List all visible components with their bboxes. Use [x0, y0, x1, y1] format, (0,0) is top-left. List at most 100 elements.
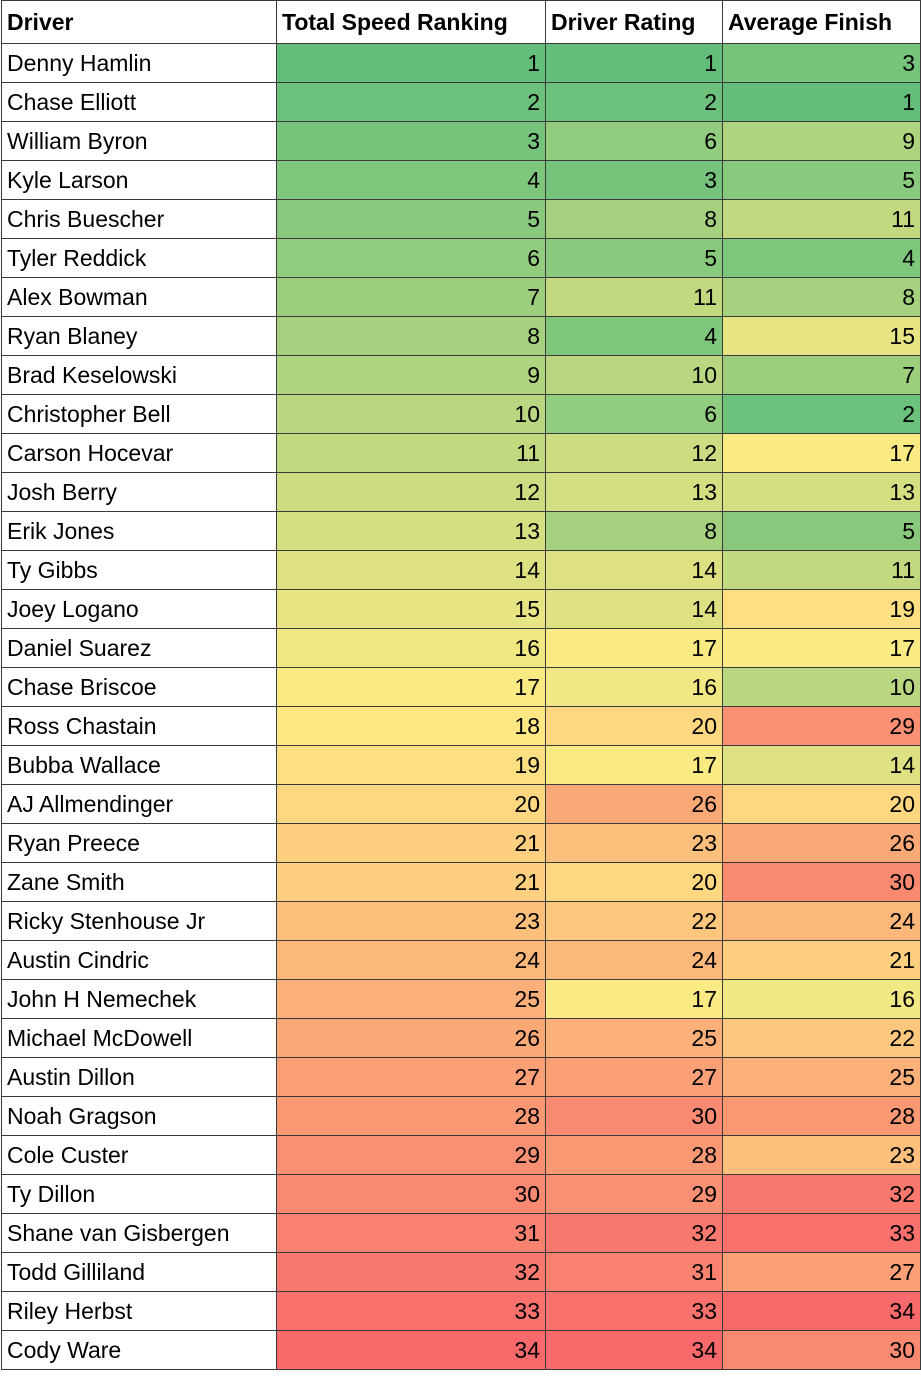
rank-cell: 6	[276, 238, 546, 278]
driver-name: Tyler Reddick	[1, 238, 277, 278]
driver-name: Ty Dillon	[1, 1174, 277, 1214]
table-row: AJ Allmendinger 20 26 20	[1, 784, 921, 824]
table-row: Chase Elliott 2 2 1	[1, 82, 921, 122]
rank-cell: 8	[545, 199, 723, 239]
rank-cell: 5	[276, 199, 546, 239]
rank-cell: 4	[276, 160, 546, 200]
rank-cell: 28	[722, 1096, 921, 1136]
rank-cell: 30	[276, 1174, 546, 1214]
rank-cell: 10	[545, 355, 723, 395]
rank-cell: 7	[722, 355, 921, 395]
driver-name: Cody Ware	[1, 1330, 277, 1370]
rank-cell: 32	[722, 1174, 921, 1214]
table-row: Christopher Bell 10 6 2	[1, 394, 921, 434]
table-row: Ricky Stenhouse Jr 23 22 24	[1, 901, 921, 941]
rank-cell: 21	[722, 940, 921, 980]
column-header: Average Finish	[722, 0, 921, 44]
driver-name: Austin Cindric	[1, 940, 277, 980]
table-row: Cody Ware 34 34 30	[1, 1330, 921, 1370]
table-row: William Byron 3 6 9	[1, 121, 921, 161]
table-row: Josh Berry 12 13 13	[1, 472, 921, 512]
driver-name: Chase Elliott	[1, 82, 277, 122]
rank-cell: 12	[276, 472, 546, 512]
rank-cell: 18	[276, 706, 546, 746]
driver-name: Cole Custer	[1, 1135, 277, 1175]
rank-cell: 27	[722, 1252, 921, 1292]
driver-name: Bubba Wallace	[1, 745, 277, 785]
rank-cell: 4	[545, 316, 723, 356]
table-row: Bubba Wallace 19 17 14	[1, 745, 921, 785]
rank-cell: 27	[276, 1057, 546, 1097]
column-header: Total Speed Ranking	[276, 0, 546, 44]
rank-cell: 13	[545, 472, 723, 512]
rank-cell: 8	[722, 277, 921, 317]
rank-cell: 29	[545, 1174, 723, 1214]
rank-cell: 10	[722, 667, 921, 707]
rank-cell: 17	[722, 433, 921, 473]
table-row: Chase Briscoe 17 16 10	[1, 667, 921, 707]
rank-cell: 4	[722, 238, 921, 278]
rank-cell: 29	[276, 1135, 546, 1175]
rank-cell: 34	[545, 1330, 723, 1370]
rank-cell: 20	[722, 784, 921, 824]
rank-cell: 34	[276, 1330, 546, 1370]
driver-name: Ryan Blaney	[1, 316, 277, 356]
rank-cell: 31	[545, 1252, 723, 1292]
table-row: Erik Jones 13 8 5	[1, 511, 921, 551]
rank-cell: 14	[722, 745, 921, 785]
rank-cell: 9	[276, 355, 546, 395]
driver-name: Zane Smith	[1, 862, 277, 902]
rank-cell: 14	[276, 550, 546, 590]
driver-name: Joey Logano	[1, 589, 277, 629]
driver-name: Riley Herbst	[1, 1291, 277, 1331]
driver-name: Chase Briscoe	[1, 667, 277, 707]
rank-cell: 11	[722, 199, 921, 239]
rank-cell: 8	[276, 316, 546, 356]
rank-cell: 30	[722, 1330, 921, 1370]
table-row: Riley Herbst 33 33 34	[1, 1291, 921, 1331]
rank-cell: 25	[722, 1057, 921, 1097]
table-row: Todd Gilliland 32 31 27	[1, 1252, 921, 1292]
rank-cell: 17	[545, 628, 723, 668]
rank-cell: 17	[722, 628, 921, 668]
driver-name: Josh Berry	[1, 472, 277, 512]
table-row: Ty Gibbs 14 14 11	[1, 550, 921, 590]
rank-cell: 16	[722, 979, 921, 1019]
driver-name: William Byron	[1, 121, 277, 161]
rank-cell: 7	[276, 277, 546, 317]
table-row: Brad Keselowski 9 10 7	[1, 355, 921, 395]
driver-name: Noah Gragson	[1, 1096, 277, 1136]
table-row: Alex Bowman 7 11 8	[1, 277, 921, 317]
rank-cell: 31	[276, 1213, 546, 1253]
driver-name: John H Nemechek	[1, 979, 277, 1019]
rank-cell: 24	[722, 901, 921, 941]
rank-cell: 33	[276, 1291, 546, 1331]
rank-cell: 6	[545, 121, 723, 161]
rank-cell: 11	[545, 277, 723, 317]
driver-name: Alex Bowman	[1, 277, 277, 317]
rank-cell: 14	[545, 589, 723, 629]
rank-cell: 28	[276, 1096, 546, 1136]
rank-cell: 11	[722, 550, 921, 590]
table-row: Chris Buescher 5 8 11	[1, 199, 921, 239]
rank-cell: 20	[545, 862, 723, 902]
driver-name: Shane van Gisbergen	[1, 1213, 277, 1253]
rank-cell: 1	[276, 43, 546, 83]
rank-cell: 23	[722, 1135, 921, 1175]
rank-cell: 23	[276, 901, 546, 941]
rank-cell: 32	[276, 1252, 546, 1292]
table-row: Denny Hamlin 1 1 3	[1, 43, 921, 83]
table-row: Tyler Reddick 6 5 4	[1, 238, 921, 278]
table-row: Cole Custer 29 28 23	[1, 1135, 921, 1175]
driver-name: Daniel Suarez	[1, 628, 277, 668]
rank-cell: 22	[722, 1018, 921, 1058]
rank-cell: 30	[545, 1096, 723, 1136]
rank-cell: 24	[545, 940, 723, 980]
rank-cell: 2	[722, 394, 921, 434]
rank-cell: 10	[276, 394, 546, 434]
rank-cell: 3	[722, 43, 921, 83]
driver-name: Austin Dillon	[1, 1057, 277, 1097]
rank-cell: 27	[545, 1057, 723, 1097]
rank-cell: 17	[545, 979, 723, 1019]
